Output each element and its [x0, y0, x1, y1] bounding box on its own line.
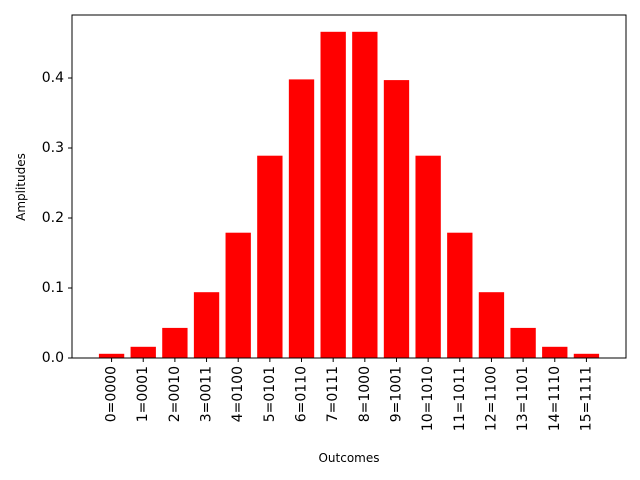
y-tick-label: 0.0 [42, 350, 64, 366]
bar [225, 232, 251, 358]
x-tick-label: 0=0000 [104, 366, 120, 422]
x-tick-label: 1=0001 [135, 366, 151, 422]
x-tick-label: 8=1000 [357, 366, 373, 422]
bar [478, 292, 505, 358]
x-tick-label: 14=1110 [547, 366, 563, 431]
x-tick-label: 6=0110 [294, 366, 310, 422]
y-tick-label: 0.3 [42, 140, 64, 156]
plot-frame [71, 14, 627, 359]
x-tick-label: 15=1111 [578, 366, 594, 431]
x-tick-label: 3=0011 [199, 366, 215, 422]
bar [352, 31, 378, 359]
x-tick-label: 11=1011 [452, 366, 468, 431]
bar [257, 155, 283, 358]
bar [320, 31, 346, 359]
y-axis-ticks: 0.0 0.1 0.2 0.3 0.4 [42, 70, 72, 366]
y-tick-label: 0.1 [42, 280, 64, 296]
x-tick-label: 10=1010 [420, 366, 436, 431]
x-tick-label: 4=0100 [230, 366, 246, 422]
x-tick-label: 12=1100 [483, 366, 499, 431]
x-tick-label: 5=0101 [262, 366, 278, 422]
x-tick-label: 13=1101 [515, 366, 531, 431]
x-axis-ticks: 0=0000 1=0001 2=0010 3=0011 4=0100 5=0101 6=01… [104, 358, 594, 431]
bar [288, 79, 315, 359]
bar [130, 346, 156, 358]
x-tick-label: 2=0010 [167, 366, 183, 422]
bar [193, 292, 220, 358]
bar [383, 80, 410, 358]
bar [98, 353, 125, 358]
bar [542, 346, 568, 358]
bar [573, 353, 600, 358]
x-tick-label: 9=1001 [388, 366, 404, 422]
bar [510, 327, 536, 358]
x-tick-label: 7=0111 [325, 366, 341, 422]
bar [162, 327, 188, 358]
bars [98, 31, 600, 359]
y-axis-label: Amplitudes [14, 153, 28, 221]
y-tick-label: 0.4 [42, 70, 64, 86]
x-axis-label: Outcomes [318, 451, 379, 465]
bar [415, 155, 441, 358]
bar [447, 232, 473, 358]
y-tick-label: 0.2 [42, 210, 64, 226]
plot-background [72, 15, 626, 358]
